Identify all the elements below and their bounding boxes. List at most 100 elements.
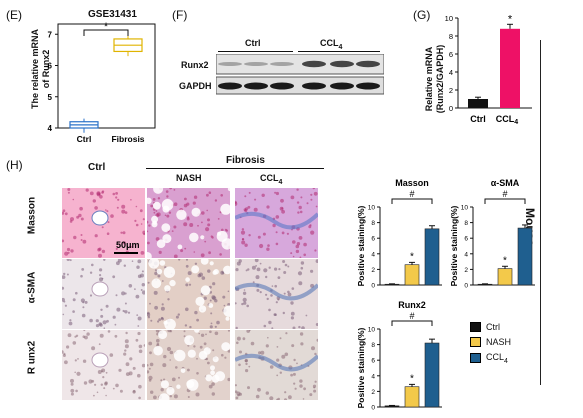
cell-nucleus xyxy=(150,319,153,322)
cell-nucleus xyxy=(294,387,297,390)
cell-nucleus xyxy=(70,217,74,222)
cell-nucleus xyxy=(91,379,95,383)
cell-nucleus xyxy=(298,236,303,240)
cell-nucleus xyxy=(303,253,306,257)
cell-nucleus xyxy=(81,268,85,271)
cell-nucleus xyxy=(267,244,270,247)
e-sig-star: * xyxy=(104,21,109,33)
g-xlabel-ctrl: Ctrl xyxy=(470,114,486,124)
blot-group-ctrl-line xyxy=(218,51,293,52)
cell-nucleus xyxy=(119,389,123,393)
cell-nucleus xyxy=(200,333,205,337)
cell-nucleus xyxy=(185,307,189,312)
cell-nucleus xyxy=(140,251,145,255)
cell-nucleus xyxy=(268,308,271,312)
e-category-label: Ctrl xyxy=(77,134,92,144)
cell-nucleus xyxy=(214,199,218,202)
cell-nucleus xyxy=(288,395,292,400)
cell-nucleus xyxy=(242,291,247,295)
cell-nucleus xyxy=(290,301,294,305)
cell-nucleus xyxy=(209,299,212,302)
cell-nucleus xyxy=(96,191,101,196)
cell-nucleus xyxy=(147,312,151,317)
cell-nucleus xyxy=(106,232,110,235)
cell-nucleus xyxy=(103,387,106,390)
lipid-vacuole xyxy=(225,316,230,321)
histology-texture xyxy=(62,330,145,400)
cell-nucleus xyxy=(89,271,93,274)
cell-nucleus xyxy=(269,396,274,400)
cell-nucleus xyxy=(112,315,116,319)
panel-e-frame xyxy=(57,23,156,129)
cell-nucleus xyxy=(207,269,211,273)
cell-nucleus xyxy=(140,223,143,225)
blot-runx2-band xyxy=(244,62,268,66)
cell-nucleus xyxy=(210,322,213,325)
lipid-vacuole xyxy=(152,220,157,225)
cell-nucleus xyxy=(207,223,211,227)
lipid-vacuole xyxy=(209,261,214,266)
cell-nucleus xyxy=(85,188,89,192)
lipid-vacuole xyxy=(176,384,181,389)
cell-nucleus xyxy=(284,263,288,267)
cell-nucleus xyxy=(148,367,151,370)
cell-nucleus xyxy=(291,344,295,348)
cell-nucleus xyxy=(72,310,75,313)
cell-nucleus xyxy=(299,210,303,214)
cell-nucleus xyxy=(243,301,247,305)
cell-nucleus xyxy=(258,351,261,355)
bc-ytick-label: 0 xyxy=(371,283,375,290)
cell-nucleus xyxy=(77,358,79,360)
cell-nucleus xyxy=(62,275,66,279)
cell-nucleus xyxy=(240,230,246,235)
lipid-vacuole xyxy=(227,188,230,192)
cell-nucleus xyxy=(158,250,162,254)
cell-nucleus xyxy=(298,281,303,286)
cell-nucleus xyxy=(242,297,247,302)
cell-nucleus xyxy=(201,211,205,215)
legend-item-nash: NASH xyxy=(470,337,511,347)
cell-nucleus xyxy=(185,264,189,268)
cell-nucleus xyxy=(124,310,128,314)
cell-nucleus xyxy=(310,193,313,196)
blot-gapdh-band xyxy=(244,82,268,90)
cell-nucleus xyxy=(148,224,151,227)
cell-nucleus xyxy=(197,224,199,227)
blot-runx2-band xyxy=(330,60,354,68)
lipid-vacuole xyxy=(163,266,176,278)
cell-nucleus xyxy=(62,350,64,354)
cell-nucleus xyxy=(296,362,298,365)
cell-nucleus xyxy=(154,305,158,310)
cell-nucleus xyxy=(275,215,280,219)
legend-swatch-nash xyxy=(470,337,481,347)
cell-nucleus xyxy=(284,352,289,357)
cell-nucleus xyxy=(277,298,280,301)
cell-nucleus xyxy=(74,371,76,374)
cell-nucleus xyxy=(312,188,315,190)
cell-nucleus xyxy=(99,268,103,272)
blot-ccl4-sub: 4 xyxy=(338,43,343,51)
legend-item-ccl4: CCL4 xyxy=(470,352,511,365)
cell-nucleus xyxy=(314,352,317,356)
cell-nucleus xyxy=(94,206,98,210)
g-ytick-label: 6 xyxy=(449,50,453,59)
cell-nucleus xyxy=(245,269,248,272)
bc-ytick-label: 2 xyxy=(371,267,375,274)
histology-texture xyxy=(147,188,230,258)
cell-nucleus xyxy=(227,303,230,307)
histo-row-masson: Masson xyxy=(26,196,38,235)
cell-nucleus xyxy=(241,302,244,306)
lipid-vacuole xyxy=(169,279,176,287)
cell-nucleus xyxy=(301,326,305,329)
lipid-vacuole xyxy=(200,285,211,296)
lipid-vacuole xyxy=(210,370,215,376)
cell-nucleus xyxy=(268,266,271,269)
cell-nucleus xyxy=(209,330,212,334)
cell-nucleus xyxy=(235,390,238,394)
cell-nucleus xyxy=(138,396,141,400)
cell-nucleus xyxy=(82,335,86,338)
bc-ytick-label: 4 xyxy=(371,373,375,380)
bc-bar xyxy=(424,228,440,286)
cell-nucleus xyxy=(155,210,158,212)
histo-header-nash: NASH xyxy=(176,173,202,183)
